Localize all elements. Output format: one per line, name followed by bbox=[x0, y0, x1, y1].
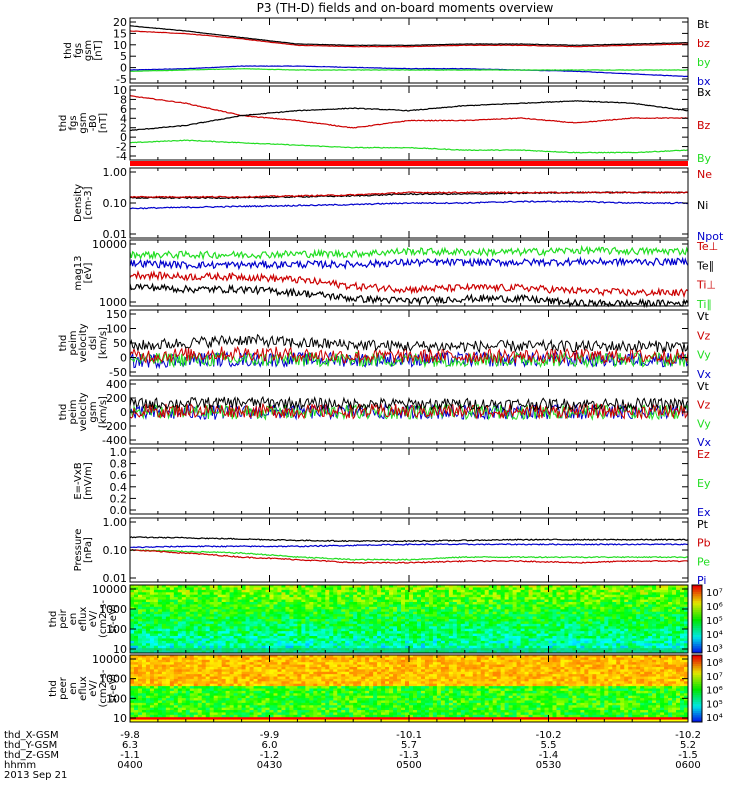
panel-temp bbox=[130, 240, 688, 306]
panel-fgs bbox=[130, 18, 688, 83]
legend-Pe: Pe bbox=[697, 555, 710, 568]
y-tick-label: 200 bbox=[106, 392, 127, 405]
panel-frame bbox=[130, 518, 688, 582]
legend-Pt: Pt bbox=[697, 518, 709, 531]
legend-Vt: Vt bbox=[697, 380, 710, 393]
y-tick-label: 50 bbox=[113, 337, 127, 350]
y-tick-label: 400 bbox=[106, 378, 127, 391]
legend-Pb: Pb bbox=[697, 537, 711, 550]
y-tick-label: 0.10 bbox=[103, 544, 128, 557]
series-Npot-line bbox=[130, 201, 688, 209]
panel-efield bbox=[130, 448, 688, 514]
colorbar-tick-label: 10⁵ bbox=[706, 616, 723, 627]
y-tick-label: 100 bbox=[106, 323, 127, 336]
y-axis-label: [km/s] bbox=[98, 396, 109, 428]
series-By-line bbox=[130, 140, 688, 153]
legend-Ti⊥: Ti⊥ bbox=[696, 279, 716, 292]
legend-by: by bbox=[697, 56, 711, 69]
colorbar-tick-label: 10⁴ bbox=[706, 630, 723, 641]
panel-frame bbox=[130, 448, 688, 514]
y-tick-label: 0 bbox=[120, 406, 127, 419]
y-axis-label: [nT] bbox=[93, 40, 104, 60]
panel-ele_spec bbox=[130, 655, 702, 723]
legend-Vz: Vz bbox=[697, 399, 711, 412]
plot-title: P3 (TH-D) fields and on-board moments ov… bbox=[257, 1, 554, 15]
series-Vt-line bbox=[130, 335, 688, 352]
y-tick-label: 0 bbox=[120, 352, 127, 365]
y-axis-label: [nPa] bbox=[83, 537, 94, 563]
panel-pressure bbox=[130, 518, 688, 582]
legend-Ne: Ne bbox=[697, 168, 712, 181]
series-Pi-line bbox=[130, 544, 688, 548]
colorbar-tick-label: 10⁶ bbox=[706, 602, 723, 613]
panel-veir_dsl bbox=[130, 310, 688, 376]
y-axis-label: [eV] bbox=[83, 263, 94, 284]
panel-density bbox=[130, 168, 688, 238]
y-tick-label: -4 bbox=[116, 150, 127, 163]
legend-Vy: Vy bbox=[697, 349, 711, 362]
legend-Vt: Vt bbox=[697, 310, 710, 323]
y-tick-label: 1.00 bbox=[103, 516, 128, 529]
panel-veir_gsm bbox=[130, 380, 688, 444]
series-Ti⊥-line bbox=[130, 258, 688, 268]
legend-Bx: Bx bbox=[697, 86, 712, 99]
y-tick-label: 0.10 bbox=[103, 197, 128, 210]
y-axis-label: sr-eV) bbox=[108, 604, 119, 633]
series-Bx-line bbox=[130, 101, 688, 131]
legend-Vy: Vy bbox=[697, 417, 711, 430]
series-Pt-line bbox=[130, 537, 688, 542]
legend-Vz: Vz bbox=[697, 329, 711, 342]
panel-fgs_zoom bbox=[130, 86, 688, 160]
y-tick-label: 10000 bbox=[92, 583, 127, 596]
colorbar-tick-label: 10⁷ bbox=[706, 588, 723, 599]
legend-bz: bz bbox=[697, 37, 710, 50]
y-axis-label: [mV/m] bbox=[83, 462, 94, 500]
legend-Ni: Ni bbox=[697, 199, 708, 212]
legend-Te∥: Te∥ bbox=[696, 259, 714, 272]
legend-Ez: Ez bbox=[697, 448, 710, 461]
y-tick-label: 1.00 bbox=[103, 166, 128, 179]
y-tick-label: 150 bbox=[106, 308, 127, 321]
y-axis-label: [cm-3] bbox=[83, 186, 94, 219]
series-Ti∥-line bbox=[130, 247, 688, 259]
y-tick-label: 10000 bbox=[92, 238, 127, 251]
legend-Ey: Ey bbox=[697, 477, 711, 490]
colorbar-tick-label: 10³ bbox=[706, 644, 723, 655]
y-axis-label: [km/s] bbox=[98, 327, 109, 359]
legend-Bz: Bz bbox=[697, 119, 711, 132]
panel-frame bbox=[130, 86, 688, 160]
separator-bar bbox=[130, 161, 688, 166]
series-Bz-line bbox=[130, 96, 688, 129]
legend-Te⊥: Te⊥ bbox=[696, 240, 718, 253]
y-axis-label: [nT] bbox=[98, 113, 109, 133]
legend-Bt: Bt bbox=[697, 18, 710, 31]
series-bx-line bbox=[130, 66, 688, 77]
legend-By: By bbox=[697, 152, 712, 165]
panel-ion_spec bbox=[130, 585, 702, 654]
